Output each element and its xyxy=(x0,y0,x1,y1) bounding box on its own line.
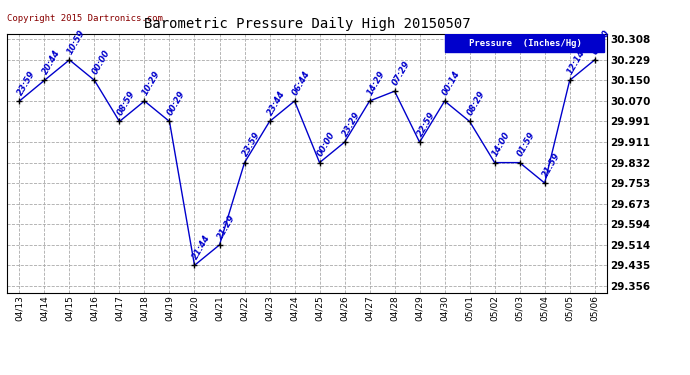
Text: 21:59: 21:59 xyxy=(541,151,562,179)
Text: 10:59: 10:59 xyxy=(66,28,87,56)
Text: 14:29: 14:29 xyxy=(366,69,387,97)
Text: 08:59: 08:59 xyxy=(116,90,137,117)
Text: 23:59: 23:59 xyxy=(16,69,37,97)
Text: 00:14: 00:14 xyxy=(441,69,462,97)
Text: Pressure  (Inches/Hg): Pressure (Inches/Hg) xyxy=(469,39,582,48)
Text: 07:29: 07:29 xyxy=(391,59,412,87)
Text: 06:44: 06:44 xyxy=(291,69,312,97)
Text: 00:29: 00:29 xyxy=(166,90,187,117)
Text: 21:29: 21:29 xyxy=(216,213,237,241)
Text: 10:29: 10:29 xyxy=(141,69,162,97)
Text: 20:44: 20:44 xyxy=(41,48,62,76)
Text: 14:00: 14:00 xyxy=(491,130,512,159)
Text: 00:00: 00:00 xyxy=(91,48,112,76)
Text: 23:29: 23:29 xyxy=(341,110,362,138)
Text: 01:59: 01:59 xyxy=(516,130,538,159)
Title: Barometric Pressure Daily High 20150507: Barometric Pressure Daily High 20150507 xyxy=(144,17,471,31)
Text: Copyright 2015 Dartronics.com: Copyright 2015 Dartronics.com xyxy=(7,14,163,23)
Text: 23:44: 23:44 xyxy=(266,90,287,117)
Text: 00:00: 00:00 xyxy=(316,130,337,159)
Text: 00:00: 00:00 xyxy=(591,28,612,56)
Text: 23:59: 23:59 xyxy=(241,130,262,159)
Text: 21:44: 21:44 xyxy=(191,233,212,261)
Text: 22:59: 22:59 xyxy=(416,110,437,138)
FancyBboxPatch shape xyxy=(445,34,604,52)
Text: 08:29: 08:29 xyxy=(466,90,487,117)
Text: 12:14: 12:14 xyxy=(566,48,587,76)
